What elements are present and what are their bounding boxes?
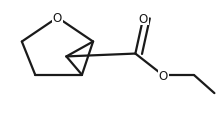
Text: O: O bbox=[159, 69, 168, 82]
Text: O: O bbox=[138, 12, 148, 25]
Text: O: O bbox=[53, 12, 62, 25]
